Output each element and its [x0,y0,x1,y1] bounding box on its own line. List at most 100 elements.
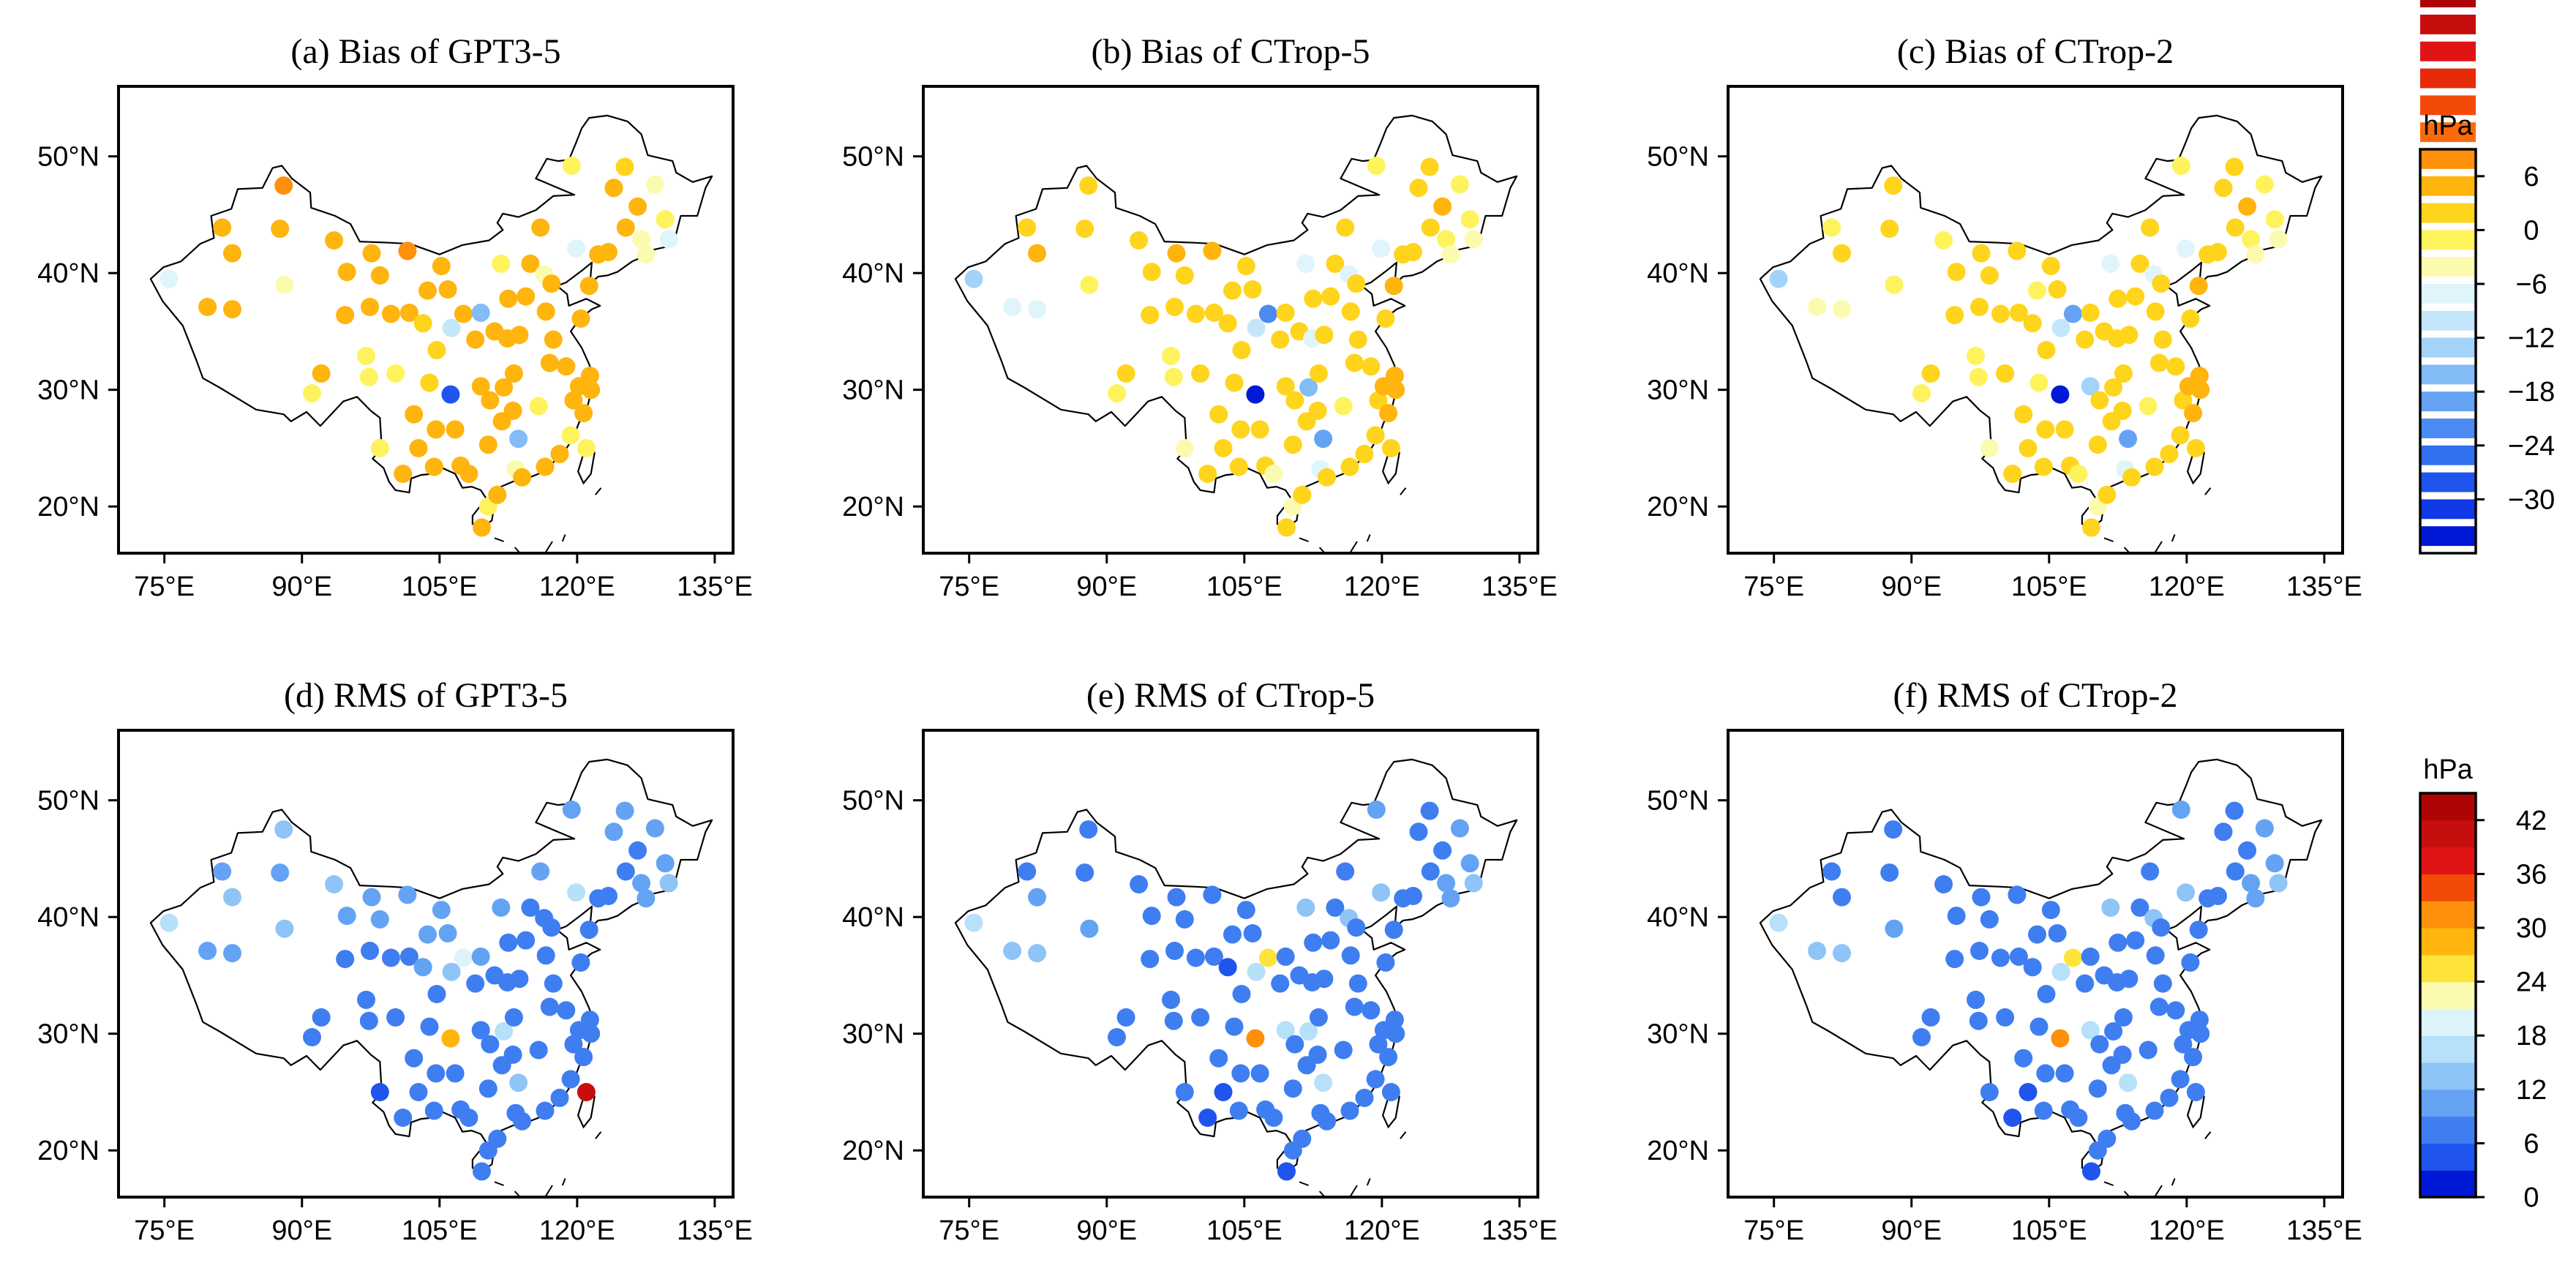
station-point-e-9 [1116,1008,1135,1027]
x-tick-label-c-2: 105°E [2011,571,2087,602]
station-point-d-22 [398,885,417,904]
x-tick-label-f-1: 90°E [1881,1215,1942,1246]
station-point-d-34 [441,1029,460,1048]
station-point-a-90 [637,245,656,264]
x-tick-label-a-4: 135°E [677,571,753,602]
station-point-c-35 [2051,318,2070,337]
station-point-c-80 [2189,277,2208,296]
station-point-f-8 [1912,1028,1931,1046]
station-point-c-19 [1991,304,2010,323]
colorbar-tick-label-rms-1: 6 [2523,1128,2539,1159]
colorbar-swatch-bias-12 [2420,203,2476,223]
station-point-f-34 [2051,1029,2070,1048]
x-tick-label-f-0: 75°E [1743,1215,1804,1246]
station-point-e-69 [1348,974,1367,993]
station-point-c-18 [1980,266,1999,285]
station-point-c-46 [2090,391,2109,410]
station-point-f-80 [2189,921,2208,940]
station-point-c-32 [2041,257,2060,276]
station-point-e-90 [1441,889,1460,908]
station-point-e-89 [1437,874,1456,893]
colorbar-swatch-bias-3 [2420,445,2476,465]
map-content-b [954,114,1518,553]
station-point-a-68 [542,274,561,293]
colorbar-swatch-bias-0 [2420,526,2476,547]
station-point-f-29 [2034,1101,2053,1120]
station-point-c-17 [1980,439,1999,457]
station-point-d-84 [599,887,617,905]
station-point-a-1 [198,298,217,316]
station-point-a-55 [504,364,523,383]
station-point-b-72 [1366,426,1385,445]
colorbar-swatch-bias-10 [2420,257,2476,277]
station-point-a-8 [303,384,321,402]
station-point-f-33 [2048,924,2067,942]
station-point-d-75 [567,883,586,902]
station-point-c-60 [2126,287,2145,306]
station-point-d-73 [562,801,581,819]
coast-fragment-b-0 [1299,537,1309,542]
station-point-e-75 [1372,883,1391,902]
station-point-c-36 [2055,420,2074,439]
station-point-b-25 [1214,439,1233,457]
station-point-f-44 [2088,1079,2107,1098]
panel-title-e: (e) RMS of CTrop-5 [1086,676,1375,715]
station-point-a-84 [599,243,617,261]
station-point-e-63 [1336,862,1355,881]
station-point-d-70 [550,1088,569,1107]
station-point-b-2 [1018,218,1037,237]
colorbar-swatch-rms-14 [2420,793,2476,821]
station-point-a-7 [275,275,294,294]
colorbar-tick-label-bias-4: −18 [2508,377,2555,408]
plot-frame-d [117,729,735,1199]
station-point-e-93 [1464,874,1483,893]
station-point-b-19 [1186,304,1205,323]
station-point-a-67 [540,353,559,372]
station-point-e-22 [1203,885,1222,904]
station-point-a-36 [446,420,465,439]
station-point-e-81 [1385,1011,1404,1030]
station-point-d-91 [645,819,664,838]
station-point-b-57 [1314,430,1333,449]
station-point-d-60 [517,931,536,950]
station-point-e-74 [1369,1035,1388,1054]
station-point-b-84 [1404,243,1422,261]
station-point-b-63 [1336,218,1355,237]
station-point-f-58 [2119,970,2138,989]
station-point-d-93 [659,874,678,893]
station-point-b-40 [1271,330,1290,349]
station-point-b-65 [1340,457,1359,476]
station-point-a-66 [536,302,555,321]
station-point-f-93 [2269,874,2288,893]
station-point-f-79 [2186,1083,2205,1101]
station-point-b-59 [1318,468,1337,487]
station-point-f-85 [2214,822,2233,841]
station-point-d-92 [656,854,675,873]
colorbar-swatch-rms-2 [2420,1116,2476,1144]
panel-title-a: (a) Bias of GPT3-5 [290,32,560,71]
station-point-e-59 [1318,1111,1337,1131]
station-point-f-24 [2014,1049,2033,1068]
station-point-c-29 [2034,457,2053,476]
station-point-f-88 [2238,841,2257,860]
station-point-d-68 [542,918,561,937]
station-point-d-5 [271,863,290,882]
coast-fragment-f-4 [2204,1131,2212,1139]
x-tick-label-d-3: 120°E [539,1215,615,1246]
station-point-b-11 [1141,306,1160,325]
station-point-a-10 [325,231,344,250]
station-point-d-58 [510,970,529,989]
colorbar-swatch-bias-16 [2420,95,2476,116]
station-point-f-36 [2055,1064,2074,1083]
coast-fragment-f-3 [2171,1178,2176,1186]
station-point-f-15 [1970,942,1989,960]
station-point-f-53 [2109,933,2128,952]
colorbar-tick-label-bias-2: −6 [2515,269,2547,300]
plot-frame-a [117,85,735,555]
station-point-e-65 [1340,1101,1359,1120]
panel-title-f: (f) RMS of CTrop-2 [1893,676,2178,715]
station-point-f-65 [2145,1101,2164,1120]
station-point-a-58 [510,326,529,345]
station-point-e-31 [1232,985,1251,1003]
